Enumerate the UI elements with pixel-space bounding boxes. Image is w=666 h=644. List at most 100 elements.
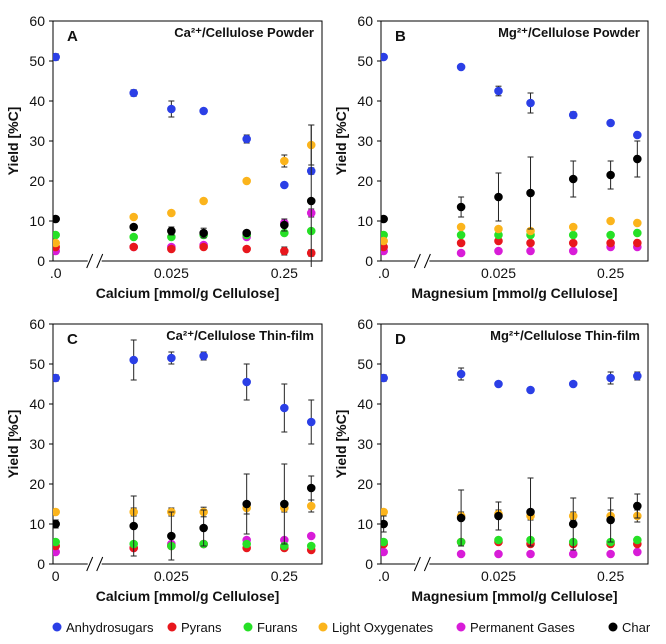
data-point — [606, 170, 615, 180]
x-tick-label: 0.25 — [597, 568, 624, 584]
data-point — [381, 214, 388, 224]
x-axis-label: Calcium [mmol/g Cellulose] — [96, 285, 280, 301]
legend-marker-char — [608, 622, 618, 632]
data-point — [199, 351, 208, 361]
data-point — [606, 549, 615, 559]
data-point — [568, 174, 578, 184]
series-light-oxygenates — [53, 499, 316, 518]
x-tick-label: .0 — [50, 265, 62, 281]
y-tick-label: 40 — [29, 396, 45, 412]
y-tick-label: 30 — [29, 133, 45, 149]
data-point — [280, 246, 289, 256]
data-point — [129, 222, 138, 232]
data-point — [633, 501, 642, 511]
x-tick-label: 0.025 — [481, 265, 516, 281]
y-tick-label: 20 — [29, 476, 45, 492]
data-point — [129, 88, 138, 98]
data-point — [568, 549, 578, 559]
data-point — [129, 355, 138, 365]
axis-break-mark — [86, 253, 94, 269]
data-point — [568, 246, 578, 256]
y-axis-label: Yield [%C] — [5, 107, 21, 176]
legend-marker-permanent-gases — [456, 622, 466, 632]
data-point — [53, 507, 60, 517]
data-point — [494, 192, 503, 202]
axis-break-gap — [415, 562, 430, 566]
series-furans — [53, 226, 316, 242]
data-point — [568, 519, 578, 529]
data-point — [494, 535, 503, 545]
x-tick-label: 0 — [52, 568, 60, 584]
series-permanent-gases — [381, 547, 642, 559]
data-point — [280, 180, 289, 190]
y-tick-label: 50 — [29, 356, 45, 372]
y-tick-label: 30 — [357, 133, 373, 149]
data-point — [456, 369, 466, 379]
legend-label-char: Char — [622, 620, 651, 635]
series-char — [53, 124, 316, 267]
data-point — [526, 238, 535, 248]
data-point — [53, 373, 60, 383]
y-tick-label: 40 — [29, 93, 45, 109]
panel-a: 0 10 20 30 40 50 60 .0 0.025 0.25 Calcium [mmol/g … — [5, 13, 323, 301]
y-tick-label: 40 — [357, 93, 373, 109]
data-point — [199, 196, 208, 206]
data-point — [633, 130, 642, 140]
data-point — [306, 541, 316, 551]
y-tick-label: 30 — [357, 436, 373, 452]
y-tick-label: 10 — [29, 213, 45, 229]
data-point — [568, 238, 578, 248]
series-pyrans — [381, 537, 642, 549]
data-point — [381, 537, 388, 547]
data-point — [633, 547, 642, 557]
data-point — [494, 246, 503, 256]
series-permanent-gases — [53, 208, 316, 256]
axis-break-mark — [413, 253, 421, 269]
data-point — [280, 403, 289, 413]
data-point — [167, 104, 176, 114]
data-point — [494, 549, 503, 559]
x-tick-label: 0.025 — [154, 265, 189, 281]
data-point — [606, 216, 615, 226]
data-point — [53, 537, 60, 547]
series-anhydrosugars — [53, 339, 316, 445]
x-tick-label: .0 — [378, 568, 390, 584]
panel-title: Mg²⁺/Cellulose Powder — [498, 25, 640, 40]
y-tick-label: 10 — [29, 516, 45, 532]
data-point — [199, 523, 208, 533]
plot-area — [53, 339, 316, 561]
x-tick-label: 0.25 — [271, 568, 298, 584]
data-point — [242, 134, 251, 144]
y-tick-label: 0 — [365, 253, 373, 269]
series-light-oxygenates — [381, 507, 642, 523]
axis-break-mark — [423, 253, 431, 269]
data-point — [306, 483, 316, 493]
legend-label-anhydrosugars: Anhydrosugars — [66, 620, 154, 635]
y-tick-label: 40 — [357, 396, 373, 412]
legend-marker-anhydrosugars — [52, 622, 62, 632]
x-tick-label: 0.025 — [154, 568, 189, 584]
y-tick-label: 10 — [357, 213, 373, 229]
legend-marker-pyrans — [167, 622, 177, 632]
data-point — [456, 549, 466, 559]
data-point — [199, 228, 208, 238]
panel-d: 0 10 20 30 40 50 60 .0 0.025 0.25 Magnesium [mmol/… — [333, 316, 649, 604]
data-point — [606, 238, 615, 248]
axis-break-mark — [423, 556, 431, 572]
data-point — [526, 188, 535, 198]
data-point — [242, 228, 251, 238]
series-pyrans — [381, 236, 642, 252]
y-tick-label: 60 — [29, 13, 45, 29]
series-light-oxygenates — [53, 124, 316, 248]
data-point — [494, 236, 503, 246]
axis-break-mark — [96, 253, 104, 269]
data-point — [129, 521, 138, 531]
series-furans — [381, 228, 642, 240]
data-point — [606, 118, 615, 128]
panel-title: Mg²⁺/Cellulose Thin-film — [490, 328, 640, 343]
series-pyrans — [53, 539, 316, 555]
data-point — [526, 507, 535, 517]
x-tick-label: 0.25 — [271, 265, 298, 281]
y-axis-label: Yield [%C] — [5, 410, 21, 479]
data-point — [381, 507, 388, 517]
